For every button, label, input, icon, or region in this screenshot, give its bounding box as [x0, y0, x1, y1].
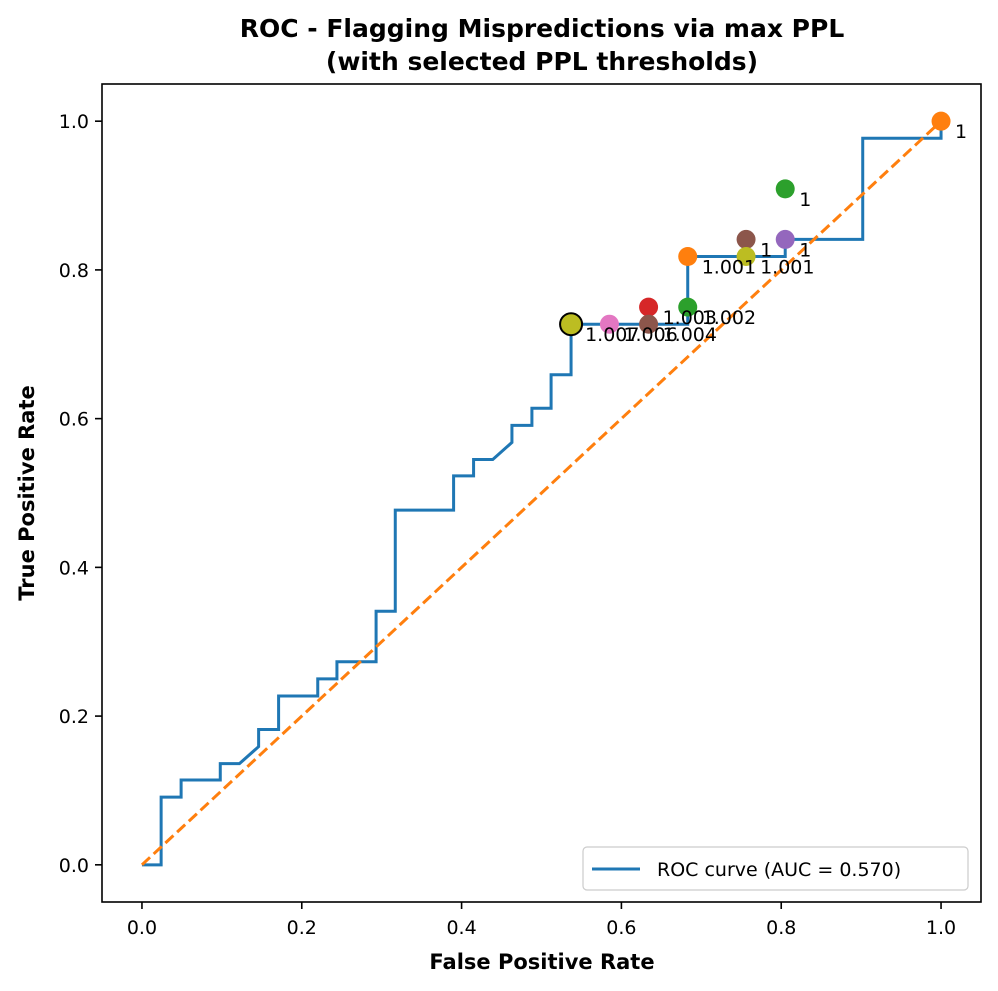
threshold-point: [775, 229, 795, 249]
y-tick-label: 0.8: [59, 260, 89, 282]
x-tick-label: 0.4: [446, 917, 476, 939]
threshold-point: [931, 111, 951, 131]
x-tick-label: 0.2: [287, 917, 317, 939]
threshold-point: [678, 297, 698, 317]
chart-title-line-2: (with selected PPL thresholds): [326, 47, 758, 76]
x-tick-label: 0.8: [766, 917, 796, 939]
y-tick-label: 0.6: [59, 409, 89, 431]
threshold-label: 1: [799, 239, 811, 261]
legend-box: [582, 846, 969, 891]
y-tick-label: 0.2: [59, 706, 89, 728]
threshold-point: [639, 297, 659, 317]
threshold-point: [599, 314, 619, 334]
plot-frame: [101, 83, 982, 903]
x-tick-label: 1.0: [926, 917, 956, 939]
y-tick-label: 0.0: [59, 855, 89, 877]
y-axis-label: True Positive Rate: [15, 385, 39, 601]
threshold-point: [775, 179, 795, 199]
threshold-point: [678, 247, 698, 267]
threshold-label: 1.002: [702, 307, 756, 329]
threshold-label: 1.001: [702, 257, 756, 279]
x-axis-label: False Positive Rate: [429, 950, 654, 974]
threshold-label: 1.007: [585, 324, 639, 346]
x-tick-label: 0.6: [606, 917, 636, 939]
threshold-label: 1.001: [760, 257, 814, 279]
legend-label: ROC curve (AUC = 0.570): [657, 859, 901, 881]
threshold-point: [559, 312, 584, 337]
y-tick-label: 1.0: [59, 111, 89, 133]
x-tick-label: 0.0: [127, 917, 157, 939]
threshold-label: 1.003: [663, 307, 717, 329]
threshold-point: [736, 229, 756, 249]
legend: ROC curve (AUC = 0.570): [582, 846, 969, 891]
threshold-label: 1: [760, 239, 772, 261]
chance-line: [140, 120, 943, 866]
threshold-point: [639, 314, 659, 334]
threshold-label: 1.006: [623, 324, 677, 346]
chart-title-line-1: ROC - Flagging Mispredictions via max PP…: [240, 14, 845, 43]
threshold-label: 1.004: [663, 324, 717, 346]
y-tick-label: 0.4: [59, 557, 89, 579]
threshold-point: [736, 247, 756, 267]
threshold-label: 1: [799, 189, 811, 211]
threshold-label: 1: [955, 121, 967, 143]
